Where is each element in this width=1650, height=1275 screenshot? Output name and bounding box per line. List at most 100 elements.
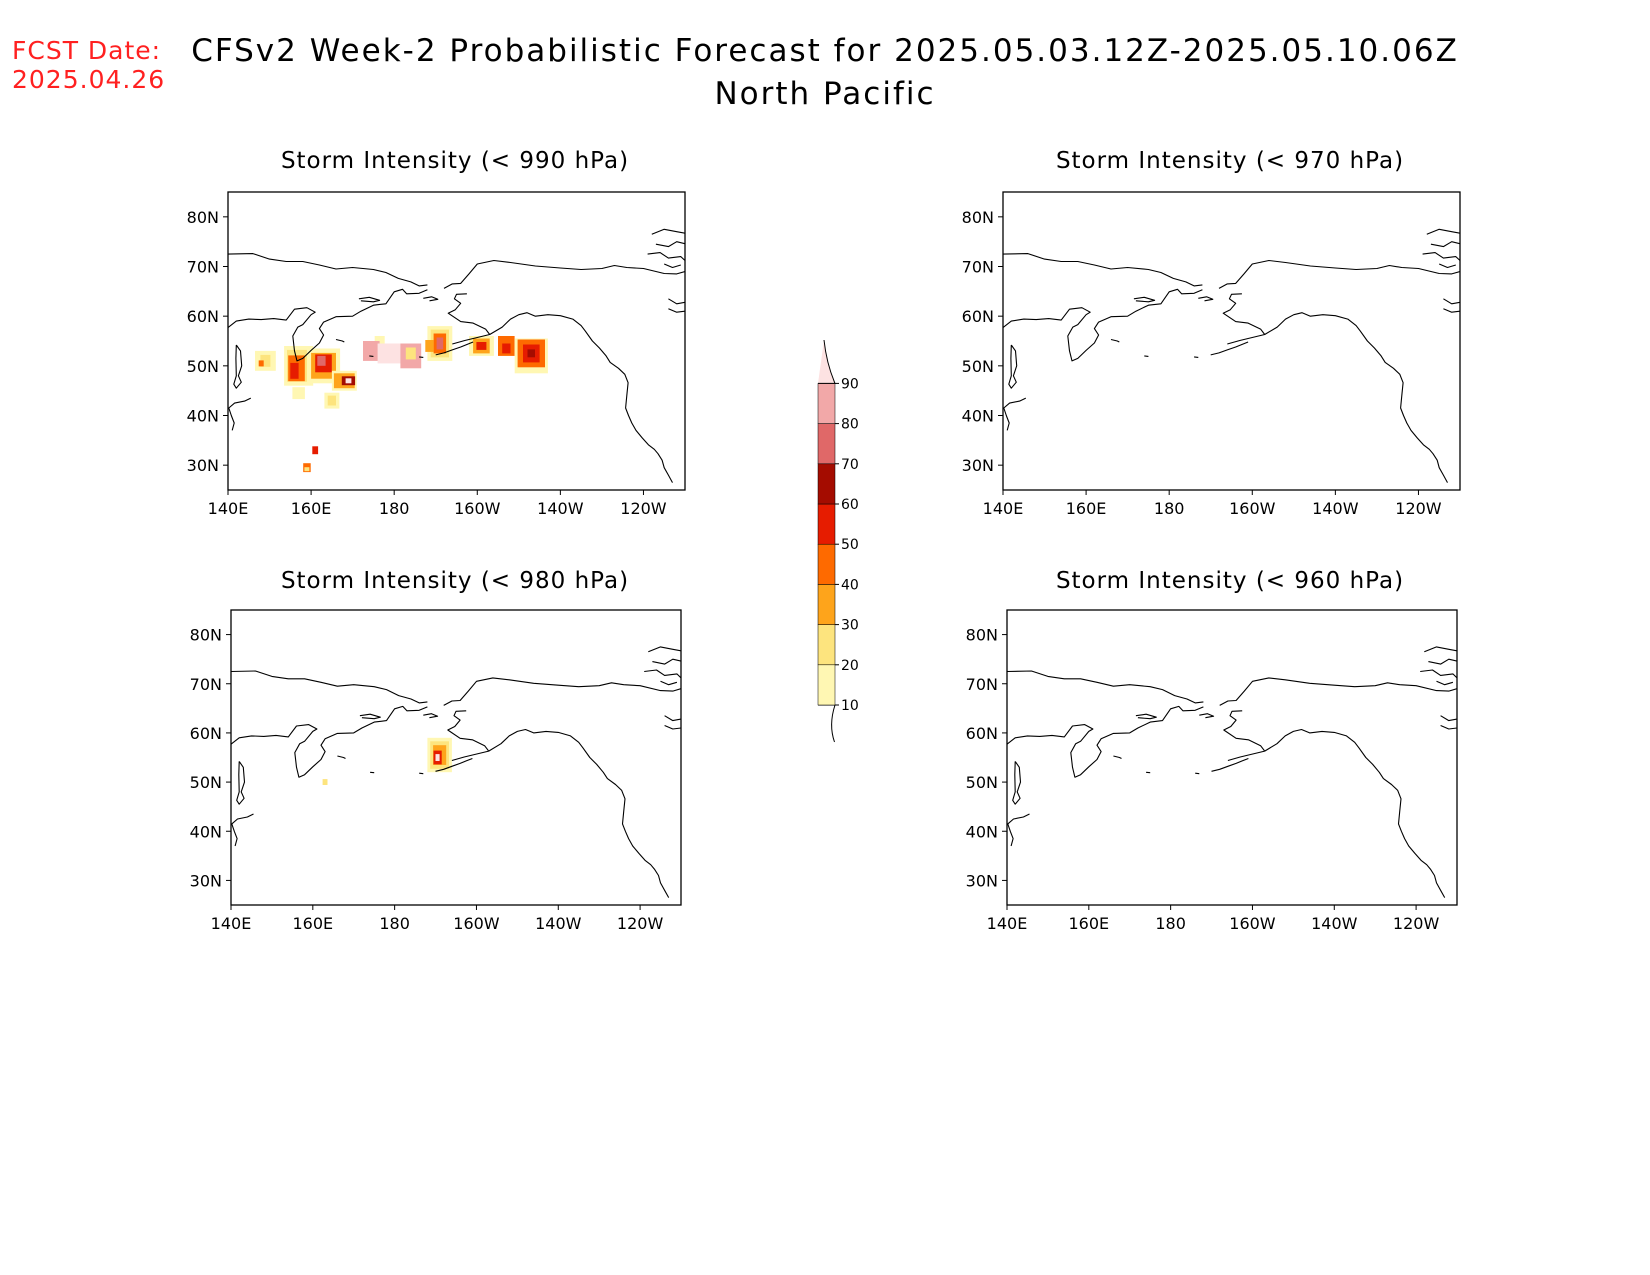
lat-tick-label: 30N: [966, 871, 998, 890]
probability-patch: [327, 395, 336, 406]
lon-tick-label: 140E: [211, 914, 252, 933]
coastline: [1438, 263, 1456, 269]
panel-title-990: Storm Intensity (< 990 hPa): [280, 148, 630, 174]
colorbar-level-label: 80: [841, 417, 859, 433]
coastline: [668, 298, 685, 305]
probability-patch: [502, 343, 511, 354]
panel-title-960: Storm Intensity (< 960 hPa): [1055, 568, 1405, 594]
probability-patch: [527, 349, 535, 358]
coastline: [419, 772, 424, 775]
coastline: [1428, 658, 1457, 665]
coastline: [1210, 341, 1249, 356]
coastline: [1211, 757, 1249, 772]
coastline: [335, 338, 345, 343]
colorbar-level-label: 30: [841, 618, 859, 634]
coastline: [435, 757, 473, 772]
lat-tick-label: 40N: [190, 822, 222, 841]
lat-tick-label: 60N: [187, 307, 219, 326]
lon-tick-label: 140W: [537, 499, 584, 518]
coastline: [443, 259, 685, 289]
lat-tick-label: 80N: [190, 626, 222, 645]
colorbar-swatch: [817, 584, 836, 625]
coastline: [1003, 397, 1027, 431]
coastline: [1007, 670, 1204, 704]
lat-tick-label: 30N: [187, 456, 219, 475]
coastline: [358, 296, 381, 303]
probability-patch: [405, 347, 416, 360]
lat-tick-label: 40N: [966, 822, 998, 841]
coastline: [1440, 715, 1457, 722]
colorbar-swatch: [817, 503, 836, 545]
coastline: [1135, 713, 1157, 720]
colorbar: 10 20 30 40 50 60 70 80 90: [817, 339, 859, 743]
probability-patch: [435, 754, 440, 761]
forecast-date: FCST Date: 2025.04.26: [12, 36, 165, 94]
coastline: [1426, 228, 1460, 235]
probability-patch: [476, 342, 487, 350]
coastline: [1194, 356, 1199, 358]
colorbar-level-label: 70: [841, 457, 859, 473]
lat-tick-label: 70N: [962, 258, 994, 277]
lon-tick-label: 140E: [208, 499, 249, 518]
lon-tick-label: 140W: [1311, 914, 1358, 933]
coastline: [1110, 338, 1120, 343]
coastline: [660, 680, 678, 686]
lat-tick-label: 60N: [966, 724, 998, 743]
coastline: [1223, 710, 1266, 762]
lat-tick-label: 30N: [190, 871, 222, 890]
probability-patch: [290, 362, 299, 379]
colorbar-swatch: [817, 543, 836, 585]
probability-patch: [425, 340, 434, 352]
lat-tick-label: 40N: [962, 407, 994, 426]
lon-tick-label: 180: [1155, 914, 1186, 933]
probability-patch: [363, 341, 380, 361]
coastline: [228, 397, 252, 431]
probability-patch: [374, 336, 385, 346]
coastline: [1008, 344, 1018, 389]
lat-tick-label: 50N: [187, 357, 219, 376]
coastline: [423, 296, 439, 302]
coastline: [369, 355, 374, 357]
coastline: [1113, 755, 1122, 759]
coastline: [1264, 728, 1446, 898]
coastline: [1195, 772, 1200, 775]
coastline: [443, 677, 681, 706]
coastline: [447, 293, 491, 345]
coastline: [1133, 296, 1156, 303]
coastline: [1422, 252, 1460, 261]
probability-patch: [258, 360, 264, 367]
colorbar-level-label: 60: [841, 497, 859, 513]
forecast-date-value: 2025.04.26: [12, 65, 166, 94]
coastline: [1420, 669, 1457, 679]
map-frame: [227, 191, 686, 491]
coastline: [1003, 288, 1203, 362]
coastline: [1198, 296, 1214, 302]
colorbar-level-label: 20: [841, 658, 859, 674]
coastline: [233, 344, 243, 389]
coastline: [1222, 293, 1266, 345]
coastline: [663, 263, 681, 269]
colorbar-level-label: 50: [841, 537, 859, 553]
lon-tick-label: 160W: [454, 499, 501, 518]
lon-tick-label: 140E: [983, 499, 1024, 518]
coastline: [488, 728, 670, 898]
page-title: CFSv2 Week-2 Probabilistic Forecast for …: [180, 30, 1470, 116]
colorbar-swatch: [817, 624, 836, 666]
coastline: [1012, 761, 1022, 805]
lon-tick-label: 160E: [292, 914, 333, 933]
lon-tick-label: 140W: [535, 914, 582, 933]
colorbar-swatch: [817, 383, 836, 424]
colorbar-level-label: 40: [841, 577, 859, 593]
probability-patch: [292, 387, 305, 400]
lat-tick-label: 60N: [190, 724, 222, 743]
coastline: [1443, 298, 1460, 305]
lat-tick-label: 30N: [962, 456, 994, 475]
lat-tick-label: 80N: [966, 626, 998, 645]
coastline: [419, 356, 424, 358]
lat-tick-label: 80N: [962, 208, 994, 227]
probability-patch: [377, 343, 403, 364]
lon-tick-label: 160W: [1229, 914, 1276, 933]
coastline: [1443, 308, 1460, 313]
panel-title-980: Storm Intensity (< 980 hPa): [280, 568, 630, 594]
coastline: [231, 813, 254, 847]
